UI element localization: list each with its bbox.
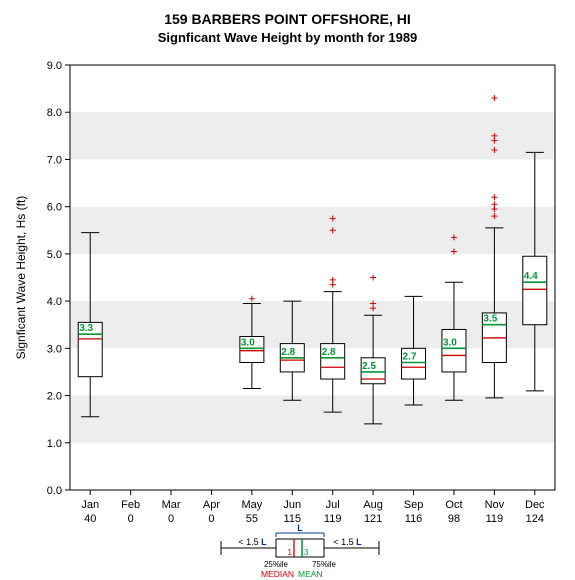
- count-label: 121: [364, 513, 382, 525]
- svg-text:3.0: 3.0: [47, 343, 62, 355]
- svg-text:8.0: 8.0: [47, 107, 62, 119]
- count-label: 0: [128, 513, 134, 525]
- svg-text:2.0: 2.0: [47, 391, 62, 403]
- count-label: 116: [405, 513, 423, 525]
- month-label: Feb: [121, 499, 140, 511]
- chart-title-1: 159 BARBERS POINT OFFSHORE, HI: [164, 11, 411, 27]
- mean-value-label: 2.8: [322, 347, 336, 358]
- svg-text:9.0: 9.0: [47, 60, 62, 72]
- svg-text:4.0: 4.0: [47, 296, 62, 308]
- month-label: Aug: [363, 499, 383, 511]
- mean-value-label: 3.0: [443, 337, 457, 348]
- mean-value-label: 2.7: [403, 352, 417, 363]
- svg-text:6.0: 6.0: [47, 202, 62, 214]
- count-label: 55: [246, 513, 258, 525]
- month-label: Mar: [162, 499, 181, 511]
- chart-title-2: Signficant Wave Height by month for 1989: [158, 30, 418, 45]
- month-label: Sep: [404, 499, 424, 511]
- mean-value-label: 2.5: [362, 361, 376, 372]
- month-label: Dec: [525, 499, 545, 511]
- legend-median-label: MEDIAN: [261, 569, 294, 579]
- y-axis-label: Signficant Wave Height, Hs (ft): [14, 196, 28, 360]
- legend-mean-label: MEAN: [298, 569, 323, 579]
- count-label: 40: [84, 513, 96, 525]
- svg-text:L: L: [297, 523, 303, 533]
- month-label: Apr: [203, 499, 220, 511]
- count-label: 119: [486, 513, 504, 525]
- svg-text:0.0: 0.0: [47, 485, 62, 497]
- mean-value-label: 4.4: [524, 271, 538, 282]
- svg-text:1.0: 1.0: [47, 438, 62, 450]
- month-label: Jul: [326, 499, 340, 511]
- svg-text:< 1.5 L: < 1.5 L: [333, 537, 362, 547]
- mean-value-label: 3.3: [79, 323, 93, 334]
- mean-value-label: 2.8: [281, 347, 295, 358]
- count-label: 98: [448, 513, 460, 525]
- svg-text:75%ile: 75%ile: [312, 560, 337, 569]
- month-label: Jan: [81, 499, 99, 511]
- month-label: May: [241, 499, 262, 511]
- count-label: 119: [324, 513, 342, 525]
- svg-text:< 1.5 L: < 1.5 L: [238, 537, 267, 547]
- count-label: 0: [168, 513, 174, 525]
- month-label: Nov: [485, 499, 505, 511]
- svg-text:7.0: 7.0: [47, 154, 62, 166]
- svg-text:3: 3: [304, 548, 309, 557]
- mean-value-label: 3.0: [241, 337, 255, 348]
- boxplot-chart: 0.0 1.0 2.0 3.0 4.0 5.0 6.0 7.0 8.0 9.0 Signficant…: [0, 0, 575, 580]
- mean-value-label: 3.5: [483, 314, 497, 325]
- svg-text:5.0: 5.0: [47, 249, 62, 261]
- count-label: 0: [208, 513, 214, 525]
- month-label: Jun: [283, 499, 301, 511]
- count-label: 124: [526, 513, 544, 525]
- svg-text:25%ile: 25%ile: [264, 560, 289, 569]
- svg-text:1: 1: [288, 548, 293, 557]
- month-label: Oct: [445, 499, 462, 511]
